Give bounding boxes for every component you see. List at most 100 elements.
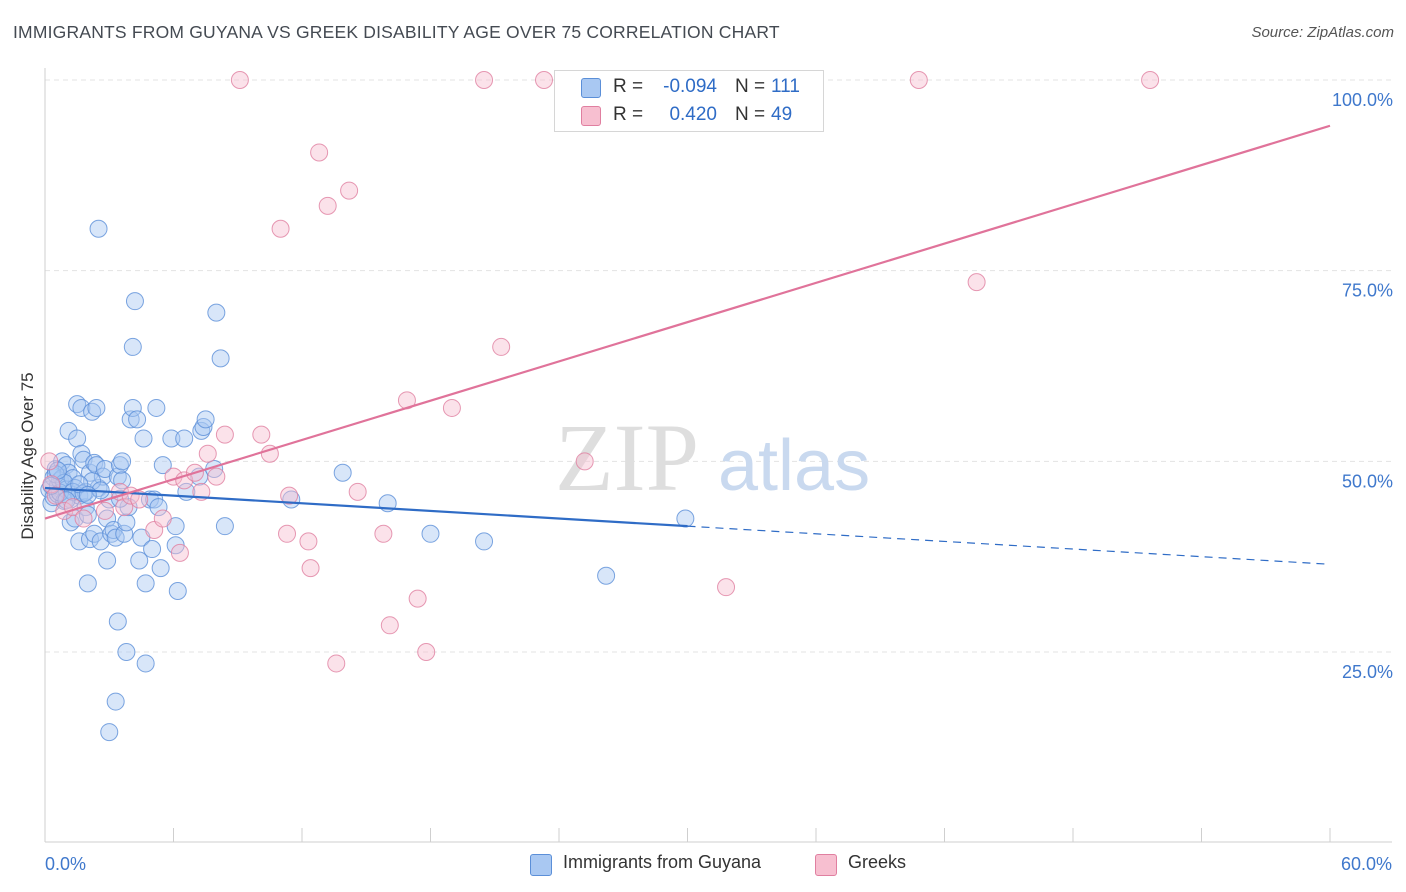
point-greeks: [271, 219, 290, 238]
point-guyana: [108, 612, 127, 631]
point-guyana: [211, 349, 230, 368]
y-tick-label: 100.0%: [1332, 90, 1393, 110]
data-points: [40, 71, 1160, 742]
point-greeks: [492, 337, 511, 356]
point-guyana: [153, 456, 172, 475]
point-greeks: [95, 501, 114, 520]
point-greeks: [717, 578, 736, 597]
point-guyana: [91, 532, 110, 551]
point-guyana: [130, 551, 149, 570]
point-greeks: [417, 643, 436, 661]
point-greeks: [340, 181, 359, 200]
legend-r-value: 0.420: [669, 104, 717, 125]
watermark: ZIP atlas: [555, 404, 870, 511]
point-guyana: [121, 410, 140, 429]
point-guyana: [147, 398, 166, 417]
y-axis-label: Disability Age Over 75: [18, 372, 37, 540]
point-guyana: [70, 532, 89, 551]
point-greeks: [1141, 71, 1160, 89]
point-greeks: [310, 143, 329, 162]
x-tick-label: 60.0%: [1341, 854, 1392, 874]
point-guyana: [136, 574, 155, 593]
point-guyana: [123, 398, 142, 417]
y-tick-labels: 25.0% 50.0% 75.0% 100.0%: [1332, 90, 1393, 682]
point-greeks: [348, 482, 367, 501]
watermark-zip: ZIP: [555, 404, 699, 511]
point-greeks: [535, 71, 554, 89]
legend-row-greeks: R = 0.420 N = 49: [555, 101, 823, 129]
point-greeks: [909, 71, 928, 89]
point-guyana: [676, 509, 695, 528]
point-greeks: [318, 196, 337, 215]
point-greeks: [278, 524, 297, 543]
point-guyana: [123, 337, 142, 356]
legend-r-label: R =: [613, 104, 644, 125]
point-greeks: [115, 498, 134, 517]
point-guyana: [113, 452, 132, 471]
point-guyana: [113, 471, 132, 490]
point-greeks: [967, 273, 986, 292]
bottom-legend-swatch-greeks: [815, 854, 837, 876]
point-guyana: [106, 528, 125, 547]
axes: [44, 68, 1392, 843]
point-greeks: [170, 543, 189, 562]
point-guyana: [215, 517, 234, 536]
correlation-legend: R = -0.094 N = 111 R = 0.420 N = 49: [554, 70, 824, 132]
point-greeks: [230, 71, 249, 89]
watermark-atlas: atlas: [718, 426, 870, 506]
point-guyana: [136, 654, 155, 673]
point-guyana: [78, 574, 97, 593]
legend-row-guyana: R = -0.094 N = 111: [555, 73, 823, 101]
trend-lines: [44, 124, 1331, 565]
point-greeks: [299, 532, 318, 551]
point-greeks: [46, 486, 65, 505]
gridlines: [45, 79, 1392, 653]
point-guyana: [194, 418, 213, 437]
legend-n-value: 111: [771, 76, 800, 97]
point-greeks: [374, 524, 393, 543]
point-greeks: [74, 509, 93, 528]
source-credit: Source: ZipAtlas.com: [1251, 24, 1394, 41]
legend-swatch-greeks: [581, 106, 601, 126]
point-guyana: [106, 692, 125, 711]
trend-line-guyana: [44, 486, 688, 528]
point-guyana: [117, 513, 136, 532]
point-greeks: [380, 616, 399, 635]
point-greeks: [280, 486, 299, 505]
legend-n-label: N =: [735, 104, 766, 125]
point-guyana: [57, 491, 76, 510]
point-guyana: [117, 643, 136, 661]
point-greeks: [215, 425, 234, 444]
y-tick-label: 50.0%: [1342, 471, 1393, 491]
point-guyana: [68, 429, 87, 448]
point-guyana: [175, 429, 194, 448]
bottom-legend-label-greeks: Greeks: [848, 852, 907, 872]
x-tick-labels: 0.0% 60.0%: [45, 854, 1392, 874]
trend-line-guyana-extension: [687, 525, 1331, 565]
point-guyana: [128, 410, 147, 429]
point-guyana: [143, 540, 162, 559]
legend-r-label: R =: [613, 76, 644, 97]
bottom-legend-swatch-guyana: [530, 854, 552, 876]
point-guyana: [475, 532, 494, 551]
point-guyana: [333, 463, 352, 482]
point-guyana: [72, 398, 91, 417]
point-guyana: [98, 509, 117, 528]
legend-n-value: 49: [771, 104, 793, 125]
chart-title: IMMIGRANTS FROM GUYANA VS GREEK DISABILI…: [13, 22, 780, 42]
bottom-legend-label-guyana: Immigrants from Guyana: [563, 852, 762, 872]
point-guyana: [93, 467, 112, 486]
point-guyana: [597, 566, 616, 585]
point-greeks: [252, 425, 271, 444]
point-guyana: [98, 551, 117, 570]
point-guyana: [162, 429, 181, 448]
point-guyana: [78, 485, 97, 504]
trend-line-greeks: [44, 124, 1331, 520]
point-guyana: [207, 303, 226, 322]
point-guyana: [196, 410, 215, 429]
point-guyana: [125, 292, 144, 311]
legend-swatch-guyana: [581, 78, 601, 98]
point-greeks: [475, 71, 494, 89]
point-guyana: [134, 429, 153, 448]
